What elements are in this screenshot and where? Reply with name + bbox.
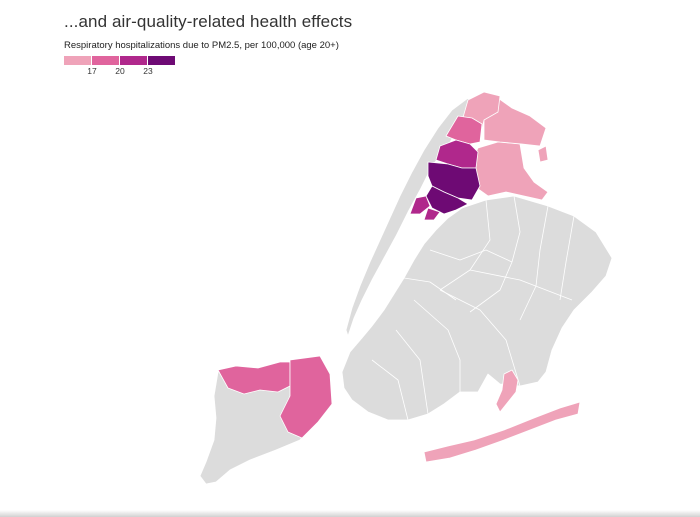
legend-swatch-2 — [92, 56, 119, 65]
page-bottom-edge — [0, 510, 700, 517]
legend-swatch-4 — [148, 56, 175, 65]
rockaway-peninsula — [423, 401, 581, 463]
district-borders — [371, 195, 575, 421]
map-subtitle: Respiratory hospitalizations due to PM2.… — [64, 40, 339, 51]
legend-tick-20: 20 — [115, 66, 125, 76]
color-legend: 17 20 23 — [64, 56, 184, 80]
bronx-south-east — [467, 141, 549, 201]
bronx-mott-haven — [409, 195, 431, 215]
broad-channel — [495, 369, 519, 413]
bronx-island — [537, 145, 549, 163]
map-title: ...and air-quality-related health effect… — [64, 12, 353, 31]
bronx-north-east — [483, 97, 547, 147]
legend-tick-17: 17 — [87, 66, 97, 76]
legend-swatch-3 — [120, 56, 147, 65]
staten-island-east-shore — [279, 355, 333, 439]
bronx-north-west — [445, 115, 483, 145]
bronx-hunts-point — [423, 207, 441, 221]
queens-brooklyn — [341, 195, 613, 421]
legend-tick-23: 23 — [143, 66, 153, 76]
legend-swatch-1 — [64, 56, 91, 65]
